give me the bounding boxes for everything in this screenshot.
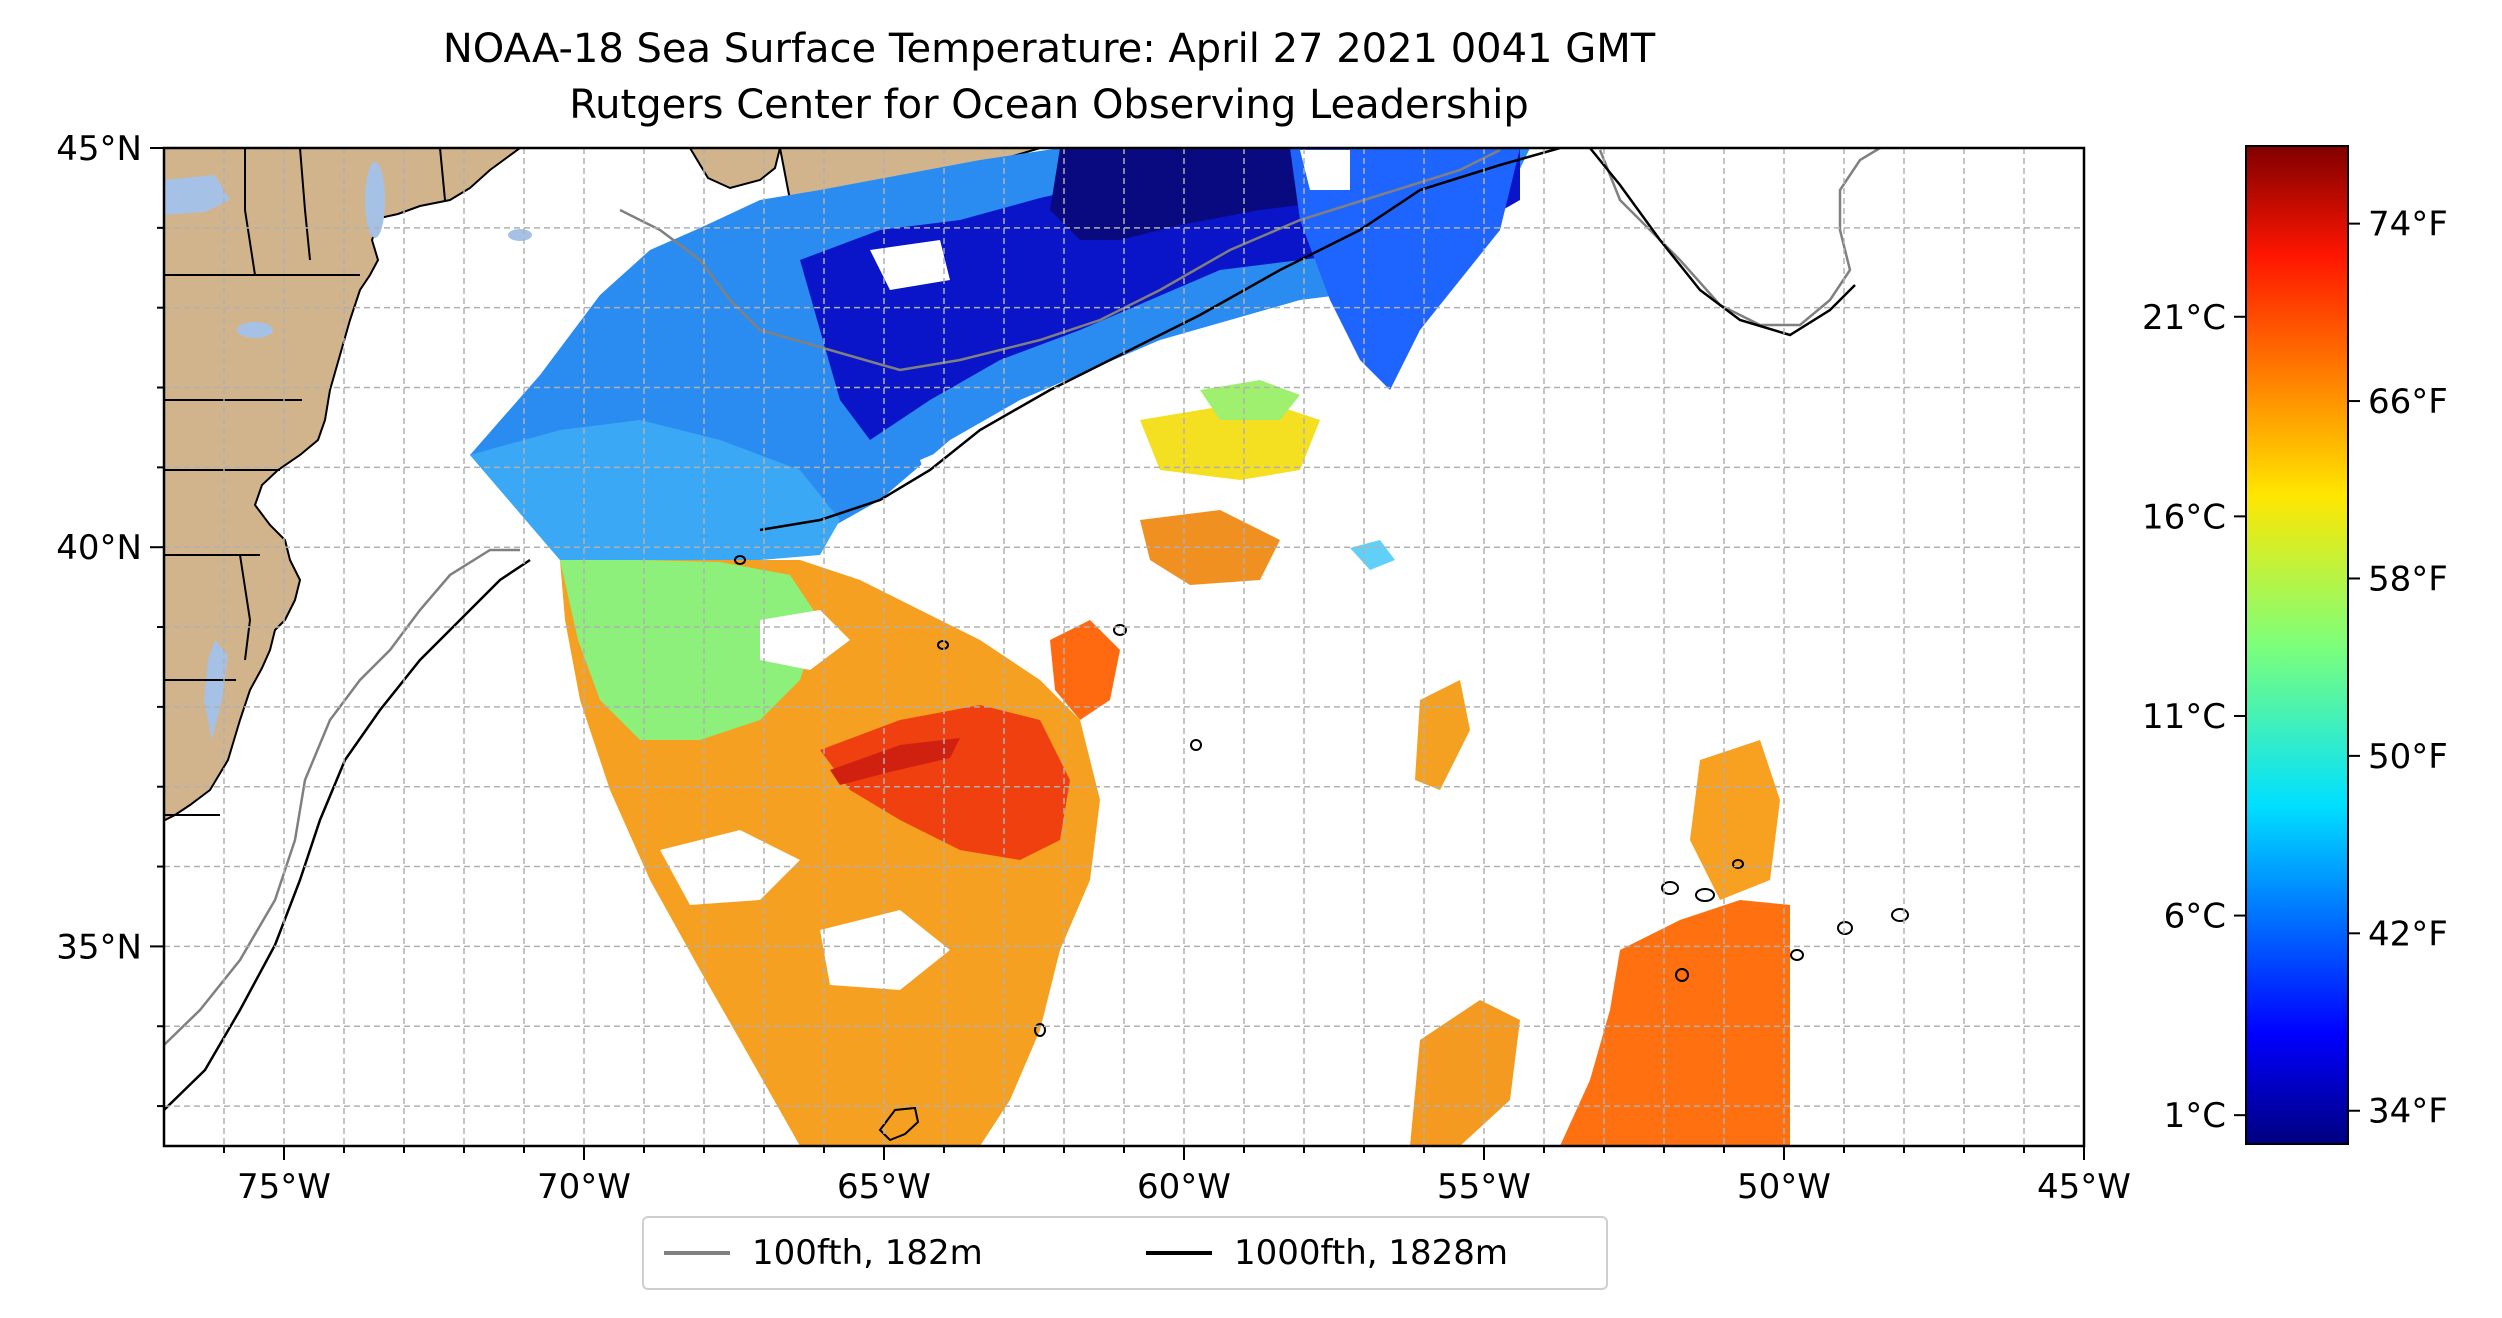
colorbar-label-f: 50°F: [2368, 737, 2448, 777]
lake: [237, 322, 273, 338]
sst-orange-east: [1410, 1000, 1520, 1146]
isobath-1000fth: [164, 148, 1856, 1111]
sst-orange-patch: [1050, 620, 1120, 720]
colorbar: [2245, 145, 2349, 1145]
sst-blue-east: [1290, 148, 1520, 390]
colorbar-label-c: 6°C: [2164, 897, 2226, 937]
sst-orange-east: [1560, 900, 1790, 1146]
lake: [508, 229, 532, 241]
isobath-100fth: [164, 148, 1881, 1046]
sst-orange-east: [1690, 740, 1780, 900]
colorbar-label-f: 74°F: [2368, 205, 2448, 245]
colorbar-label-f: 58°F: [2368, 559, 2448, 599]
map-layers: [164, 148, 2084, 1146]
x-tick-label: 60°W: [1137, 1167, 1231, 1207]
x-tick-label: 75°W: [237, 1167, 331, 1207]
colorbar-label-f: 34°F: [2368, 1092, 2448, 1132]
x-tick-label: 70°W: [537, 1167, 631, 1207]
sst-cyan-spot: [1350, 540, 1395, 570]
land-north-america: [164, 148, 522, 821]
sst-light-blue-shelf: [470, 420, 840, 562]
x-tick-label: 65°W: [837, 1167, 931, 1207]
colorbar-label-c: 16°C: [2142, 497, 2226, 537]
colorbar-label-c: 21°C: [2142, 298, 2226, 338]
x-tick-label: 55°W: [1437, 1167, 1531, 1207]
y-axis-ticks: 45°N 40°N 35°N: [56, 129, 164, 1108]
lake: [365, 162, 385, 238]
state-borders: [164, 148, 446, 816]
colorbar-label-c: 11°C: [2142, 697, 2226, 737]
land-east-maine: [688, 148, 782, 190]
x-tick-label: 50°W: [1737, 1167, 1831, 1207]
sst-green-patch: [1200, 380, 1300, 420]
lake-great-lakes: [164, 175, 230, 215]
y-tick-label: 40°N: [56, 528, 142, 568]
x-tick-label: 45°W: [2037, 1167, 2131, 1207]
legend: 100fth, 182m 1000fth, 1828m: [642, 1216, 1608, 1290]
sst-red-core: [820, 705, 1070, 860]
colorbar-fahrenheit-ticks: 74°F 66°F 58°F 50°F 42°F 34°F: [2348, 205, 2448, 1132]
sst-red-filament: [830, 738, 960, 785]
legend-item-1000fth: 1000fth, 1828m: [1146, 1218, 1508, 1288]
colorbar-label-c: 1°C: [2164, 1096, 2226, 1136]
sst-green-front: [560, 560, 820, 740]
y-tick-label: 45°N: [56, 129, 142, 169]
colorbar-celsius-ticks: 21°C 16°C 11°C 6°C 1°C: [2142, 298, 2246, 1136]
gridlines: [164, 148, 2084, 1146]
legend-item-100fth: 100fth, 182m: [664, 1218, 983, 1288]
map-title: NOAA-18 Sea Surface Temperature: April 2…: [442, 26, 1656, 72]
lake-chesapeake: [204, 640, 228, 740]
legend-swatch-100fth: [664, 1251, 730, 1255]
colorbar-label-f: 42°F: [2368, 914, 2448, 954]
map-subtitle: Rutgers Center for Ocean Observing Leade…: [569, 82, 1529, 128]
x-axis-ticks: 75°W 70°W 65°W 60°W 55°W 50°W 45°W: [223, 1146, 2131, 1207]
y-tick-label: 35°N: [56, 927, 142, 967]
legend-label-100fth: 100fth, 182m: [752, 1233, 983, 1273]
legend-label-1000fth: 1000fth, 1828m: [1234, 1233, 1509, 1273]
seamounts: [734, 555, 1909, 1142]
legend-swatch-1000fth: [1146, 1251, 1212, 1255]
colorbar-label-f: 66°F: [2368, 382, 2448, 422]
